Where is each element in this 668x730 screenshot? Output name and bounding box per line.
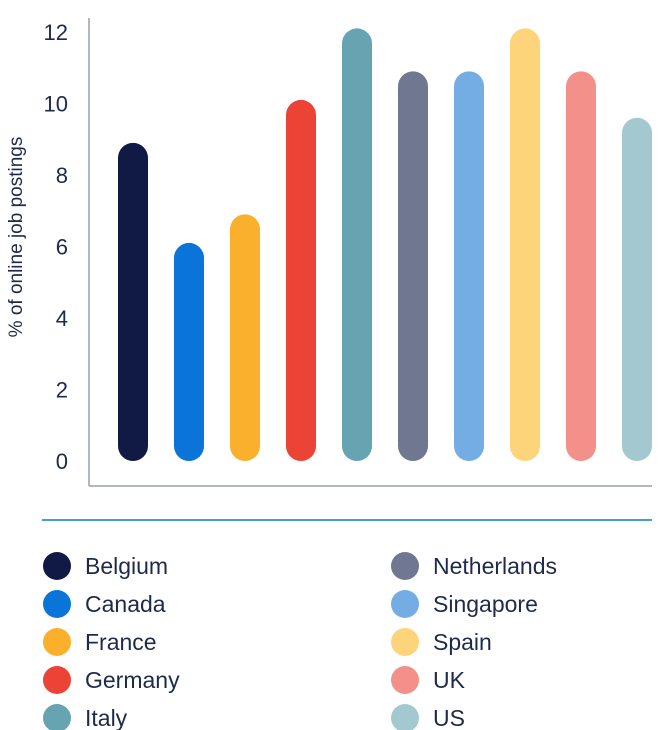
bar-spain xyxy=(510,28,540,462)
bars xyxy=(118,28,652,462)
legend-swatch xyxy=(43,704,71,730)
y-tick-label: 8 xyxy=(56,163,68,188)
legend-label: UK xyxy=(433,667,466,693)
legend-item-italy: Italy xyxy=(43,704,128,730)
legend-swatch xyxy=(391,628,419,656)
y-axis-ticks: 0 2 4 6 8 10 12 xyxy=(44,20,68,474)
legend-label: Canada xyxy=(85,591,166,617)
legend-swatch xyxy=(43,666,71,694)
legend-swatch xyxy=(391,552,419,580)
bar-italy xyxy=(342,28,372,462)
legend-item-singapore: Singapore xyxy=(391,590,538,618)
y-tick-label: 12 xyxy=(44,20,68,45)
y-tick-label: 2 xyxy=(56,378,68,403)
legend-label: Belgium xyxy=(85,553,168,579)
legend-swatch xyxy=(43,552,71,580)
legend-swatch xyxy=(391,666,419,694)
bar-belgium xyxy=(118,142,148,461)
legend-label: Singapore xyxy=(433,591,538,617)
legend-item-germany: Germany xyxy=(43,666,180,694)
y-tick-label: 10 xyxy=(44,92,68,117)
y-tick-label: 6 xyxy=(56,235,68,260)
legend-swatch xyxy=(43,590,71,618)
legend-label: US xyxy=(433,705,465,730)
legend-swatch xyxy=(391,704,419,730)
bar-france xyxy=(230,214,260,461)
legend-swatch xyxy=(391,590,419,618)
legend-label: Netherlands xyxy=(433,553,557,579)
legend-label: France xyxy=(85,629,157,655)
y-axis-label: % of online job postings xyxy=(6,137,27,338)
y-tick-label: 4 xyxy=(56,306,68,331)
bar-us xyxy=(622,117,652,462)
bar-singapore xyxy=(454,71,484,461)
bar-germany xyxy=(286,99,316,462)
legend: Belgium Canada France Germany Italy Netherlan… xyxy=(43,552,557,730)
legend-item-us: US xyxy=(391,704,465,730)
bar-uk xyxy=(566,71,596,461)
legend-item-uk: UK xyxy=(391,666,466,694)
legend-item-belgium: Belgium xyxy=(43,552,168,580)
bar-canada xyxy=(174,242,204,461)
legend-item-netherlands: Netherlands xyxy=(391,552,557,580)
legend-label: Germany xyxy=(85,667,180,693)
legend-label: Italy xyxy=(85,705,128,730)
bar-netherlands xyxy=(398,71,428,461)
legend-label: Spain xyxy=(433,629,492,655)
y-tick-label: 0 xyxy=(56,449,68,474)
legend-swatch xyxy=(43,628,71,656)
legend-item-spain: Spain xyxy=(391,628,492,656)
legend-item-canada: Canada xyxy=(43,590,166,618)
legend-item-france: France xyxy=(43,628,157,656)
